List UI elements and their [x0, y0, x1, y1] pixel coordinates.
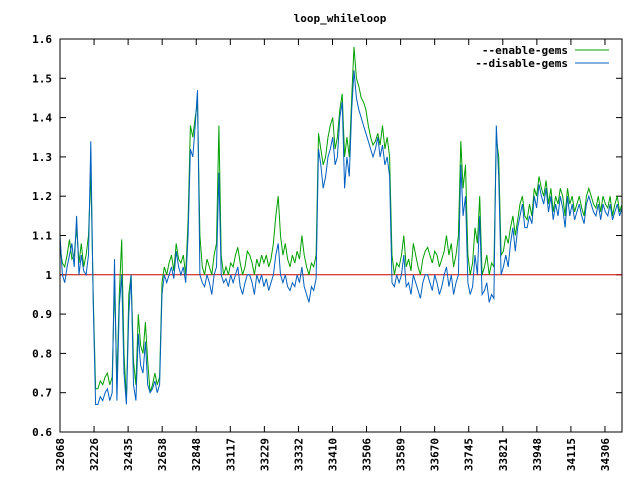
x-tick-label: 33670 [429, 438, 442, 471]
legend-label: --enable-gems [482, 44, 568, 57]
legend: --enable-gems--disable-gems [475, 44, 609, 70]
series-line-disable-gems [59, 70, 623, 405]
x-tick-label: 32848 [190, 438, 203, 471]
x-tick-label: 33948 [531, 438, 544, 471]
x-tick-label: 34306 [599, 438, 612, 471]
x-tick-label: 33589 [395, 438, 408, 471]
x-tick-label: 33410 [326, 438, 339, 471]
y-tick-label: 1.3 [32, 151, 52, 164]
y-tick-label: 1.5 [32, 72, 52, 85]
legend-label: --disable-gems [475, 57, 568, 70]
y-tick-label: 0.6 [32, 426, 52, 439]
y-tick-label: 1.6 [32, 33, 52, 46]
x-tick-label: 34115 [565, 438, 578, 471]
plot-frame [59, 38, 623, 433]
x-tick-label: 33745 [463, 438, 476, 471]
y-axis: 0.6 0.7 0.8 0.9 1 1.1 1.2 1.3 1.4 1.5 1.6 [32, 33, 622, 439]
y-tick-label: 1.2 [32, 190, 52, 203]
y-tick-label: 1.1 [32, 230, 52, 243]
x-tick-label: 33332 [292, 438, 305, 471]
x-tick-label: 33821 [497, 438, 510, 471]
series-group [59, 46, 623, 405]
x-tick-label: 32068 [54, 438, 67, 471]
x-tick-label: 32435 [122, 438, 135, 471]
y-tick-label: 0.8 [32, 347, 52, 360]
y-tick-label: 1 [45, 269, 52, 282]
y-tick-label: 0.9 [32, 308, 52, 321]
y-tick-label: 0.7 [32, 387, 52, 400]
x-tick-label: 33229 [258, 438, 271, 471]
x-tick-label: 33506 [361, 438, 374, 471]
y-tick-label: 1.4 [32, 112, 52, 125]
series-line-enable-gems [59, 46, 623, 401]
x-tick-label: 32226 [88, 438, 101, 471]
x-tick-label: 32638 [156, 438, 169, 471]
chart-title: loop_whileloop [294, 12, 387, 25]
x-axis: 32068 32226 32435 32638 32848 33117 33229 33332… [54, 39, 612, 471]
x-tick-label: 33117 [224, 438, 237, 471]
